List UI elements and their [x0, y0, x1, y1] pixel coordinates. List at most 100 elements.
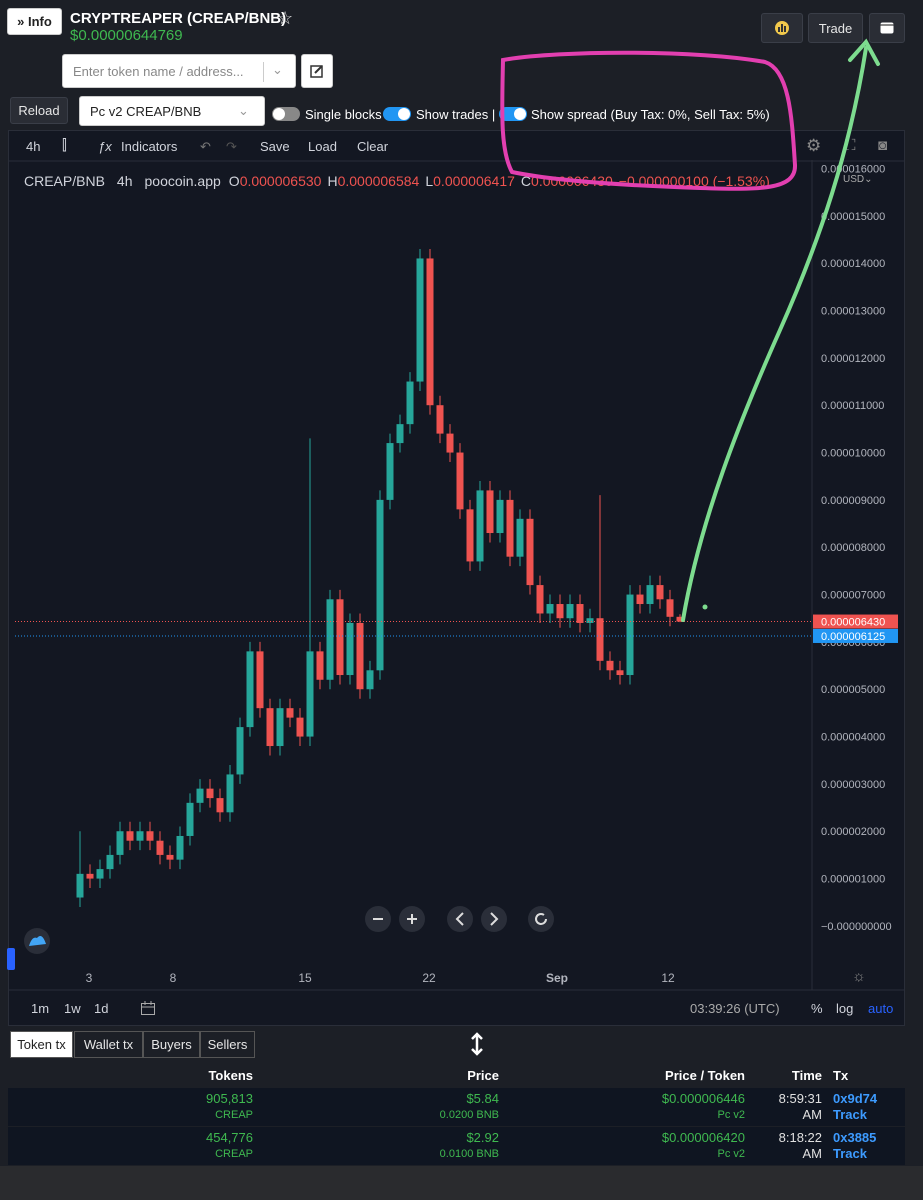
plot: [76, 248, 684, 907]
redo-icon[interactable]: ↷: [226, 139, 237, 154]
candle-body: [376, 499, 384, 671]
candle-body: [226, 774, 234, 813]
candle-body: [196, 788, 204, 803]
row-background: [8, 1127, 905, 1165]
ohlc-item: O0.000006530: [229, 173, 322, 189]
candle-body: [436, 405, 444, 434]
candle-body: [86, 873, 94, 879]
candle-body: [656, 585, 664, 600]
pair-select[interactable]: Pc v2 CREAP/BNB ⌄: [79, 96, 265, 126]
column-header: Tx: [833, 1068, 849, 1083]
tokens: 905,813: [206, 1091, 253, 1106]
ohlc-item: L0.000006417: [425, 173, 515, 189]
price-label: 0.000006430: [821, 617, 885, 629]
price: $2.92: [466, 1130, 499, 1145]
undo-icon[interactable]: ↶: [200, 139, 211, 154]
fx-icon: ƒx: [98, 139, 112, 154]
toggle-on[interactable]: [383, 107, 411, 121]
range-button[interactable]: 1m: [31, 1001, 50, 1016]
token-symbol: CREAP: [215, 1109, 253, 1121]
y-tick-label: 0.000010000: [821, 448, 885, 460]
toggle-off[interactable]: [272, 107, 300, 121]
trade-button[interactable]: Trade: [808, 13, 863, 43]
tab[interactable]: Buyers: [143, 1031, 200, 1058]
candle-body: [356, 622, 364, 690]
range-button[interactable]: 1d: [94, 1001, 109, 1016]
calendar-icon[interactable]: [140, 1000, 156, 1016]
side-tab[interactable]: [7, 948, 15, 970]
log-button[interactable]: log: [836, 1001, 854, 1016]
chevron: ⌄: [238, 103, 249, 118]
candle-body: [586, 618, 594, 623]
resize-handle[interactable]: [470, 1032, 484, 1056]
x-tick-label: 8: [170, 971, 177, 985]
ohlc-change: −0.000000100 (−1.53%): [618, 173, 770, 189]
price-bnb: 0.0100 BNB: [439, 1148, 499, 1160]
candle-body: [466, 509, 474, 562]
price-bnb: 0.0200 BNB: [439, 1109, 499, 1121]
track-link[interactable]: Track: [833, 1107, 867, 1122]
price: $5.84: [466, 1091, 499, 1106]
x-tick-label: 15: [298, 971, 312, 985]
candle-body: [286, 708, 294, 718]
candle-body: [276, 708, 284, 747]
candle-body: [186, 802, 194, 836]
edit-button[interactable]: [301, 54, 333, 88]
candle-body: [646, 585, 654, 605]
toggle-on[interactable]: [499, 107, 527, 121]
interval-button[interactable]: 4h: [26, 139, 41, 154]
y-tick-label: 0.000004000: [821, 732, 885, 744]
clear-button[interactable]: Clear: [357, 139, 389, 154]
ohlc-item: H0.000006584: [327, 173, 419, 189]
fullscreen-icon[interactable]: ⛶: [845, 137, 856, 154]
column-header: Tokens: [208, 1068, 253, 1083]
indicators-button[interactable]: Indicators: [121, 139, 178, 154]
candle-type-icon[interactable]: ⫿: [62, 137, 67, 154]
tab[interactable]: Sellers: [200, 1031, 255, 1058]
candle-body: [636, 594, 644, 605]
info-button[interactable]: » Info: [7, 8, 62, 35]
candle-body: [236, 727, 244, 775]
tx-hash[interactable]: 0x9d74: [833, 1091, 878, 1106]
price-label: 0.000006125: [821, 631, 885, 643]
wallet-button[interactable]: [869, 13, 905, 43]
candle-body: [576, 604, 584, 623]
currency-label[interactable]: USD⌄: [843, 174, 873, 185]
zoom-buttons[interactable]: [365, 906, 554, 932]
reload-button[interactable]: Reload: [10, 97, 68, 124]
save-button[interactable]: Save: [260, 139, 290, 154]
search-placeholder: Enter token name / address...: [73, 63, 244, 79]
range-button[interactable]: 1w: [64, 1001, 81, 1016]
candle-body: [416, 258, 424, 382]
tab[interactable]: Wallet tx: [74, 1031, 143, 1058]
x-tick-label: 12: [661, 971, 675, 985]
tx-hash[interactable]: 0x3885: [833, 1130, 877, 1145]
ohlc-letter: O: [228, 173, 240, 189]
candle-body: [496, 499, 504, 534]
percent-button[interactable]: %: [811, 1001, 823, 1016]
chart-icon-button[interactable]: [761, 13, 803, 43]
search-input[interactable]: Enter token name / address... ⌄: [62, 54, 296, 88]
favorite-star[interactable]: ☆: [277, 8, 294, 28]
toggle-label: Single blocks: [305, 107, 382, 122]
y-tick-label: 0.000002000: [821, 826, 885, 838]
tab-active[interactable]: Token tx: [10, 1031, 73, 1058]
icon: [880, 22, 894, 34]
track-link[interactable]: Track: [833, 1146, 867, 1161]
token-title: CRYPTREAPER (CREAP/BNB): [70, 10, 287, 27]
axis-settings-icon[interactable]: ☼: [852, 968, 866, 985]
toggle-label: Show spread (Buy Tax: 0%, Sell Tax: 5%): [531, 107, 770, 122]
candle-body: [486, 490, 494, 534]
candle-body: [396, 424, 404, 444]
auto-button[interactable]: auto: [868, 1001, 894, 1016]
candle-body: [206, 788, 214, 799]
settings-icon[interactable]: ⚙: [806, 136, 822, 155]
camera-icon[interactable]: ◙: [878, 137, 888, 154]
candle-body: [666, 599, 674, 617]
candle-body: [246, 651, 254, 728]
load-button[interactable]: Load: [308, 139, 337, 154]
y-tick-label: 0.000013000: [821, 306, 885, 318]
x-tick-label: 3: [86, 971, 93, 985]
candle-body: [96, 869, 104, 879]
candle-body: [366, 670, 374, 690]
